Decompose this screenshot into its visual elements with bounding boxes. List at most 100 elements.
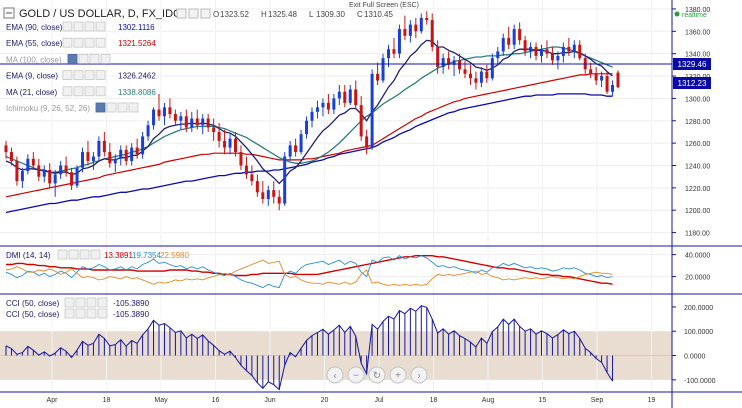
candle [244, 156, 248, 179]
candle [539, 44, 544, 63]
candle [365, 129, 369, 155]
candle [130, 143, 134, 166]
candle-body [206, 118, 210, 128]
candle [305, 116, 309, 139]
time-axis-label: 16 [212, 397, 220, 404]
indicator-row[interactable]: EMA (9, close) 1326.2462 [6, 70, 156, 81]
cci-tick-label: 200.0000 [684, 305, 713, 312]
candle [70, 167, 74, 191]
candle-body [332, 98, 336, 110]
last-price-label: 1329.46 [678, 60, 707, 69]
candle [228, 134, 232, 155]
scroll-right-button[interactable]: › [410, 366, 428, 384]
reset-button[interactable]: ↻ [368, 366, 386, 384]
indicator-value: 1338.8086 [118, 88, 156, 97]
time-axis-label: 18 [430, 397, 438, 404]
candle-body [408, 24, 412, 36]
candle [392, 38, 396, 59]
candle [86, 140, 90, 166]
indicator-row[interactable]: EMA (55, close) 1321.5264 [6, 37, 156, 48]
candle [561, 42, 565, 63]
zoom-out-button[interactable]: − [347, 366, 365, 384]
axis-layer: 1180.00 1200.00 1220.00 1240.00 1260.00 1280.… [47, 7, 716, 404]
cci-legend-label: CCI (50, close) [6, 310, 60, 319]
candle [15, 156, 19, 186]
candle [594, 67, 598, 85]
indicator-row[interactable]: EMA (90, close) 1302.1116 [6, 21, 155, 32]
candle [474, 71, 478, 90]
candle-body [75, 167, 79, 186]
indicator-row[interactable]: MA (21, close) 1338.8086 [6, 86, 156, 97]
indicator-legend: EMA (90, close) 1302.1116 EMA (55, close) 1… [6, 21, 156, 113]
more-icon [95, 21, 106, 32]
candle-body [239, 152, 243, 166]
candle [48, 163, 52, 188]
exit-fullscreen-button[interactable]: Exit Full Screen (ESC) [349, 2, 419, 9]
candle [102, 131, 106, 157]
candle [501, 33, 505, 56]
candle-body [458, 60, 462, 70]
candle [321, 98, 325, 117]
candle-body [179, 116, 183, 121]
candle [179, 111, 183, 130]
candle-body [539, 49, 544, 56]
candle [534, 42, 538, 61]
close-icon[interactable] [200, 8, 211, 19]
dmi-legend-icon [79, 249, 90, 260]
nav-button-circle [389, 366, 407, 384]
price-tick-label: 1240.00 [685, 163, 710, 170]
candle-body [212, 127, 216, 132]
ohlc-values: O 1323.52 H 1325.48 L 1309.30 C 1310.45 [213, 10, 393, 19]
symbol-title[interactable]: GOLD / US DOLLAR, D, FX_IDC [19, 8, 181, 20]
candle-body [113, 158, 117, 164]
dmi-legend-value: 22.5980 [160, 251, 189, 260]
eye-icon[interactable] [176, 8, 187, 19]
cci-legend-icon [86, 308, 97, 319]
candle-body [261, 192, 265, 200]
candle-body [523, 40, 527, 52]
dmi-legend-value: 13.3891 [104, 251, 133, 260]
candle-body [146, 125, 150, 137]
ema-9-line [5, 39, 613, 185]
candle-body [283, 156, 287, 204]
candle [376, 62, 380, 85]
indicator-value: 1321.5264 [118, 39, 156, 48]
candle-body [578, 44, 582, 59]
candle [9, 147, 13, 166]
more-icon [100, 54, 111, 64]
settings-icon[interactable] [188, 8, 199, 19]
settings-icon [73, 70, 84, 80]
cci-tick-label: -100.0000 [684, 378, 716, 385]
chart-header: GOLD / US DOLLAR, D, FX_IDC O 1323.52 H 132… [3, 2, 707, 20]
candle-body [611, 84, 615, 92]
time-axis-label: 18 [103, 397, 111, 404]
candle-body [299, 134, 303, 153]
indicator-label: EMA (9, close) [6, 72, 58, 81]
candle-body [288, 145, 292, 157]
candle-body [266, 190, 270, 200]
candle-body [294, 145, 298, 153]
time-axis-label: 20 [321, 397, 329, 404]
nav-button-circle [368, 366, 386, 384]
candle-body [250, 174, 254, 182]
candle-body [119, 149, 123, 159]
settings-icon [73, 21, 84, 32]
candle [447, 51, 451, 70]
scroll-left-button[interactable]: ‹ [326, 366, 344, 384]
candle [64, 156, 68, 177]
more-icon [95, 70, 106, 80]
price-tick-label: 1260.00 [685, 141, 710, 148]
candle-body [53, 174, 57, 184]
candle [152, 107, 156, 130]
candle [108, 143, 112, 168]
candle-body [4, 145, 8, 153]
candle-body [326, 102, 330, 110]
candle-body [381, 58, 385, 81]
zoom-in-button[interactable]: + [389, 366, 407, 384]
indicator-row[interactable]: MA (100, close) [6, 54, 111, 64]
price-panel[interactable] [0, 0, 672, 246]
settings-icon [78, 54, 89, 64]
candle [20, 167, 24, 188]
indicator-row[interactable]: Ichimoku (9, 26, 52, 26) [6, 102, 139, 113]
candle-body [354, 89, 358, 106]
